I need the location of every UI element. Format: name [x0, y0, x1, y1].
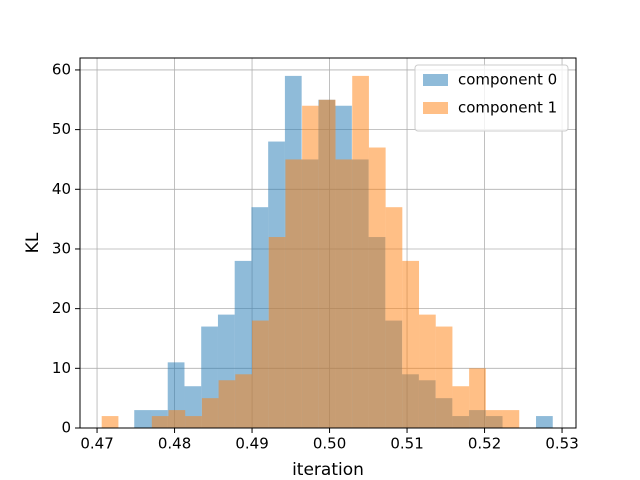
y-tick-label: 40 [52, 180, 71, 198]
x-tick-label: 0.50 [313, 435, 346, 453]
plot-frame [79, 57, 577, 429]
axes: 0.47 0.48 0.49 0.50 0.51 0.52 0.53 0 10 20 30 40 50 6… [52, 57, 579, 453]
x-tick-label: 0.47 [80, 435, 113, 453]
bar [302, 105, 319, 428]
bar [502, 410, 520, 428]
bar [151, 416, 169, 428]
bar [218, 380, 236, 428]
bar [452, 386, 470, 428]
x-axis-label: iteration [292, 460, 364, 480]
bar [536, 416, 553, 428]
x-tick-label: 0.53 [545, 435, 578, 453]
bar [385, 207, 403, 428]
bar [101, 416, 119, 428]
y-tick-label: 60 [52, 60, 71, 78]
bar [435, 326, 453, 428]
bar [235, 374, 253, 428]
legend-label: component 0 [458, 71, 557, 89]
bar [201, 398, 219, 428]
x-tick-label: 0.51 [390, 435, 423, 453]
y-axis-label: KL [23, 232, 43, 253]
bar [368, 147, 386, 429]
bar [134, 410, 151, 428]
y-tick-label: 50 [52, 120, 71, 138]
bar [168, 410, 186, 428]
bar [485, 410, 503, 428]
x-tick-label: 0.48 [158, 435, 191, 453]
legend: component 0 component 1 [414, 64, 569, 132]
legend-label: component 1 [458, 99, 557, 117]
bar [252, 320, 269, 428]
legend-box [414, 64, 569, 132]
bar [419, 314, 436, 428]
y-tick-label: 30 [52, 239, 71, 257]
y-tick-label: 10 [52, 359, 71, 377]
bar [469, 368, 486, 428]
bar [285, 159, 303, 429]
bar [268, 237, 286, 428]
x-tick-label: 0.52 [468, 435, 501, 453]
legend-swatch [423, 74, 448, 86]
bars [101, 75, 553, 429]
y-tick-label: 20 [52, 299, 71, 317]
bar [352, 75, 369, 428]
bar [335, 159, 353, 429]
legend-swatch [423, 102, 448, 114]
bar [318, 99, 336, 428]
x-tick-label: 0.49 [235, 435, 268, 453]
y-tick-label: 0 [61, 419, 71, 437]
bar [402, 260, 420, 428]
bar [185, 416, 202, 428]
